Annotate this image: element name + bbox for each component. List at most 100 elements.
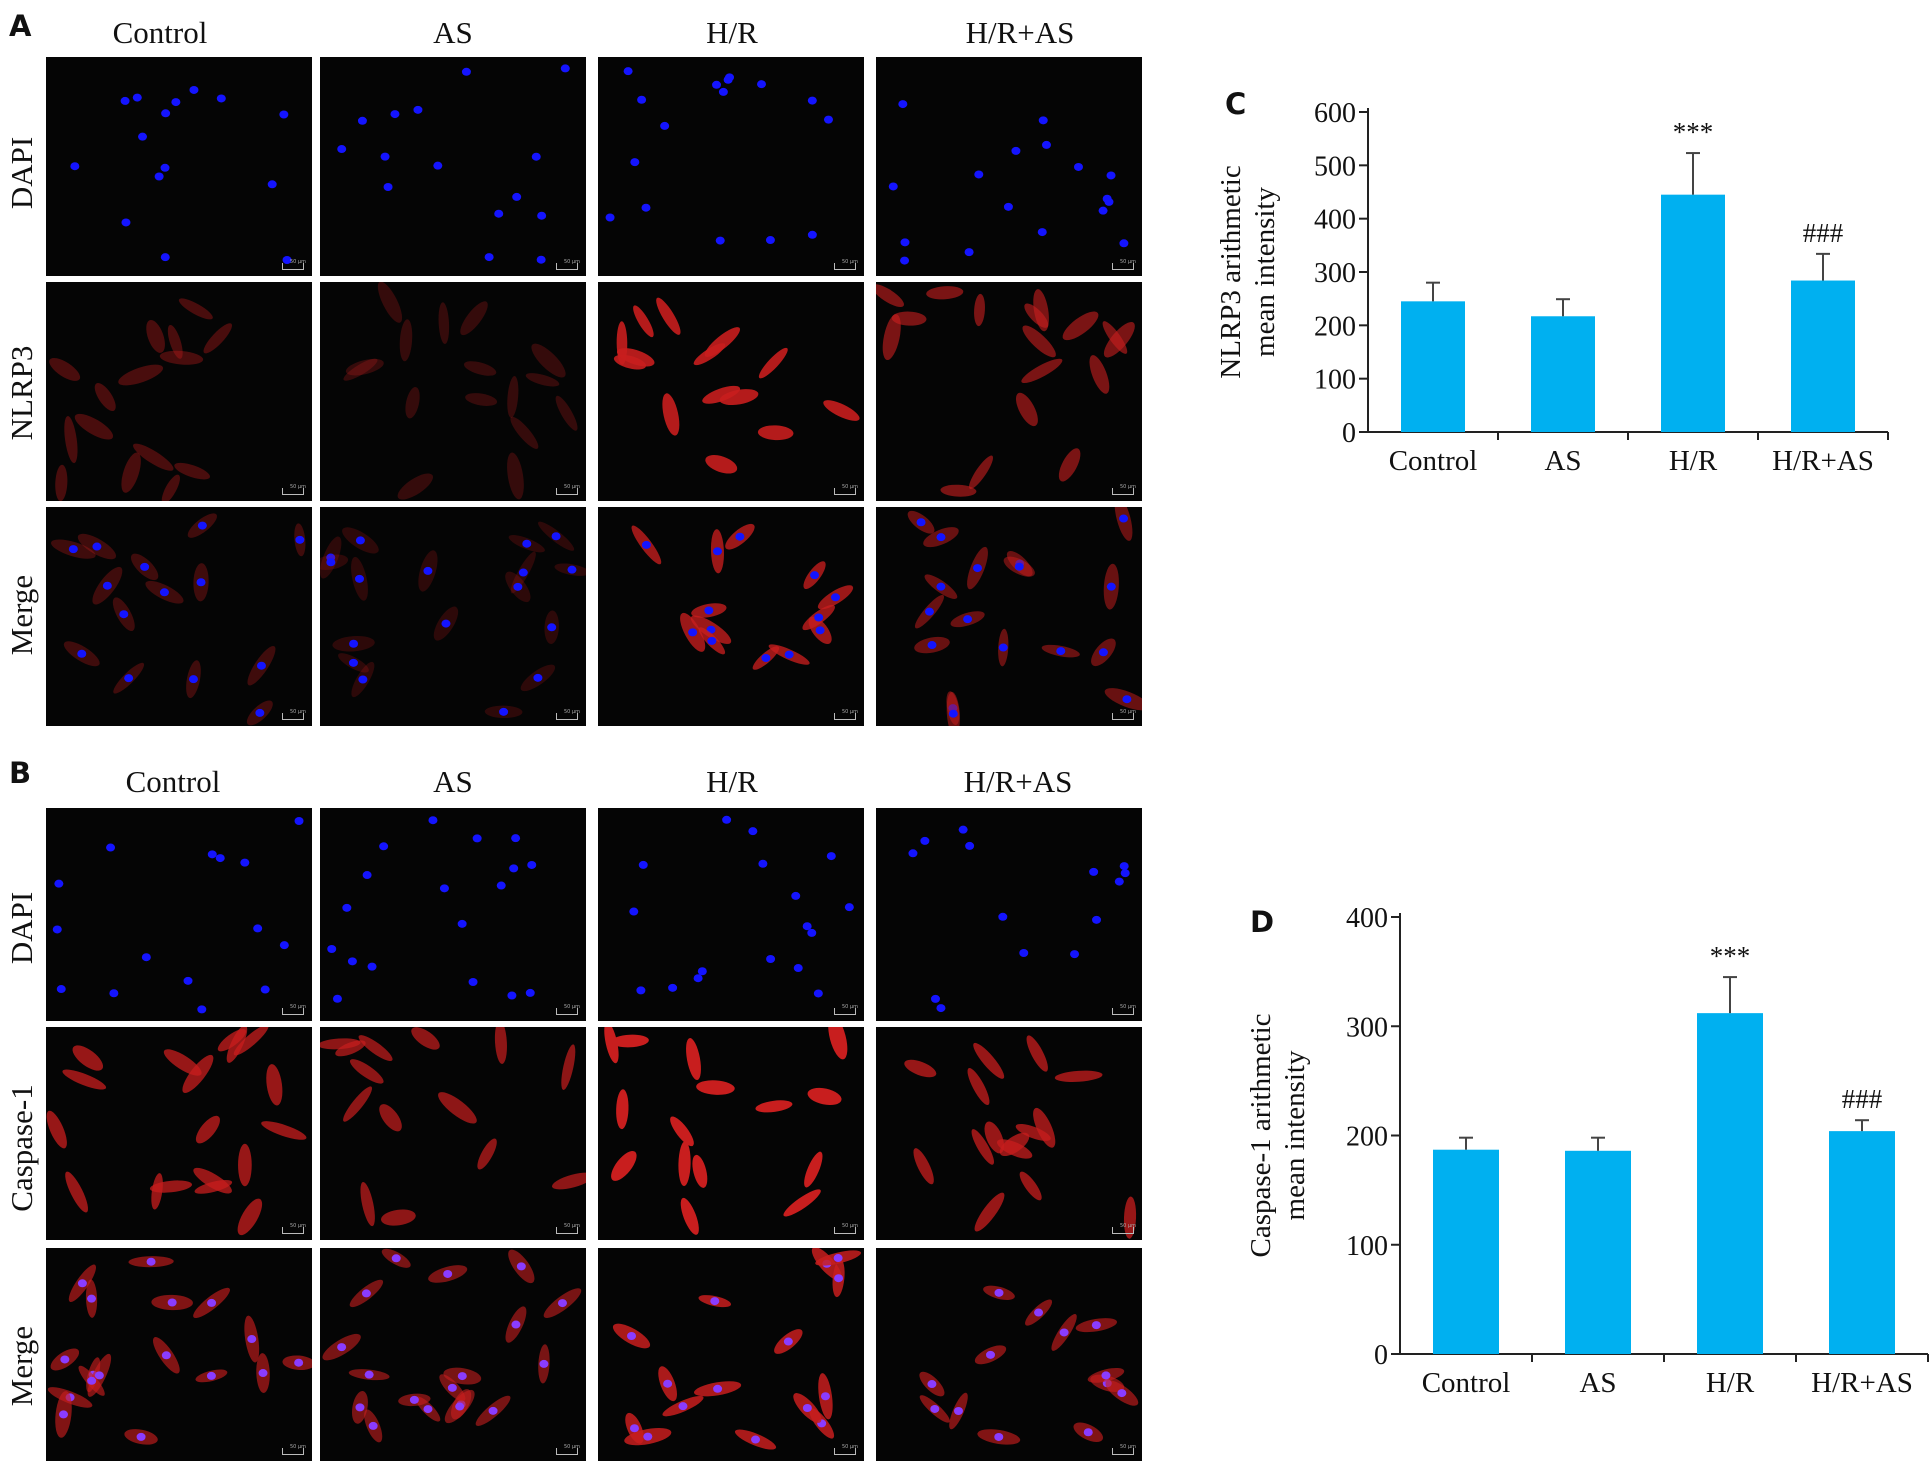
panel-letter-d: D: [1250, 905, 1275, 939]
nucleus: [102, 581, 112, 590]
nucleus: [294, 817, 304, 826]
nucleus: [826, 852, 836, 861]
nucleus: [704, 606, 714, 615]
nucleus: [484, 253, 494, 262]
nucleus: [1059, 1328, 1069, 1337]
nucleus: [509, 864, 519, 873]
nucleus: [678, 1402, 688, 1411]
nucleus: [332, 994, 342, 1003]
nucleus: [1119, 862, 1129, 871]
nucleus: [167, 1298, 177, 1307]
nucleus: [924, 607, 934, 616]
scale-bar-label: 50 μm: [563, 1004, 580, 1010]
nucleus: [206, 1371, 216, 1380]
cell-stain: [656, 297, 681, 335]
nucleus: [623, 67, 633, 76]
nucleus: [531, 152, 541, 161]
nucleus: [391, 1254, 401, 1263]
scale-bar: [834, 488, 856, 495]
nucleus: [986, 1350, 996, 1359]
cell-stain: [705, 455, 738, 474]
y-tick-label: 100: [1314, 365, 1356, 396]
cell-stain: [233, 1027, 269, 1056]
nucleus: [697, 967, 707, 976]
cell-stain: [163, 1049, 202, 1076]
scale-bar: [556, 1227, 578, 1234]
x-tick-label: H/R: [1706, 1367, 1755, 1399]
nucleus: [518, 568, 528, 577]
cell-stain: [555, 395, 578, 431]
nucleus: [52, 925, 62, 934]
nucleus: [964, 248, 974, 257]
nucleus: [342, 903, 352, 912]
nucleus: [1106, 171, 1116, 180]
cell-stain: [757, 425, 794, 441]
nucleus: [457, 919, 467, 928]
cell-stain: [121, 452, 141, 493]
cell-stain: [702, 385, 741, 404]
nucleus: [663, 1379, 673, 1388]
cell-stain: [193, 1167, 232, 1194]
cell-stain: [1026, 1035, 1048, 1072]
cell-stain: [1062, 311, 1099, 341]
nucleus: [457, 1372, 467, 1381]
nucleus: [87, 1294, 97, 1303]
scale-bar: [1112, 488, 1134, 495]
nucleus: [258, 1369, 268, 1378]
panel-a-col-label-as: AS: [433, 15, 473, 50]
cell-stain: [266, 1064, 283, 1106]
nucleus: [87, 1376, 97, 1385]
nucleus: [56, 985, 66, 994]
nucleus: [1119, 239, 1129, 248]
scale-bar: [556, 488, 578, 495]
micrograph-image: [49, 298, 233, 501]
nucleus: [511, 1320, 521, 1329]
y-tick-label: 400: [1346, 903, 1388, 934]
cell-stain: [692, 1154, 708, 1188]
cell-stain: [633, 305, 654, 338]
scale-bar-label: 50 μm: [1119, 1444, 1136, 1450]
micrograph-a-r1-c1: 50 μm: [320, 282, 586, 501]
nucleus: [833, 1254, 843, 1263]
nucleus: [154, 172, 164, 181]
scale-bar: [556, 713, 578, 720]
nucleus: [428, 816, 438, 825]
nucleus: [998, 912, 1008, 921]
nucleus: [326, 558, 336, 567]
micrograph-b-r1-c0: 50 μm: [46, 1027, 312, 1240]
cell-stain: [973, 1042, 1005, 1079]
nucleus: [141, 953, 151, 962]
panel-a-col-label-hras: H/R+AS: [965, 15, 1075, 50]
cell-stain: [343, 358, 378, 381]
nucleus: [637, 95, 647, 104]
cell-stain: [399, 319, 413, 362]
nucleus: [815, 626, 825, 635]
panel-a-col-label-hr: H/R: [706, 15, 758, 50]
y-tick-label: 600: [1314, 98, 1356, 129]
cell-stain: [195, 1115, 220, 1144]
significance-annotation: ***: [1673, 117, 1714, 147]
nucleus: [499, 707, 509, 716]
bar-3: [1791, 280, 1855, 432]
cell-stain: [397, 473, 434, 500]
cell-stain: [159, 350, 204, 365]
cell-stain: [678, 1141, 691, 1187]
cell-stain: [704, 327, 741, 357]
scale-bar: [282, 488, 304, 495]
bar-0: [1433, 1149, 1499, 1354]
nucleus: [433, 161, 443, 170]
scale-bar: [834, 263, 856, 270]
y-axis-label: Caspase-1 arithmetic: [1245, 1014, 1277, 1258]
panel-a-row-label-merge: Merge: [4, 574, 39, 656]
cell-stain: [616, 348, 655, 367]
nucleus: [823, 115, 833, 124]
nucleus: [784, 650, 794, 659]
nucleus: [347, 957, 357, 966]
nucleus: [748, 827, 758, 836]
nucleus: [722, 815, 732, 824]
x-tick-label: AS: [1544, 445, 1581, 477]
nucleus: [1114, 877, 1124, 886]
nucleus: [109, 989, 119, 998]
nucleus: [358, 675, 368, 684]
y-tick-label: 300: [1346, 1012, 1388, 1043]
